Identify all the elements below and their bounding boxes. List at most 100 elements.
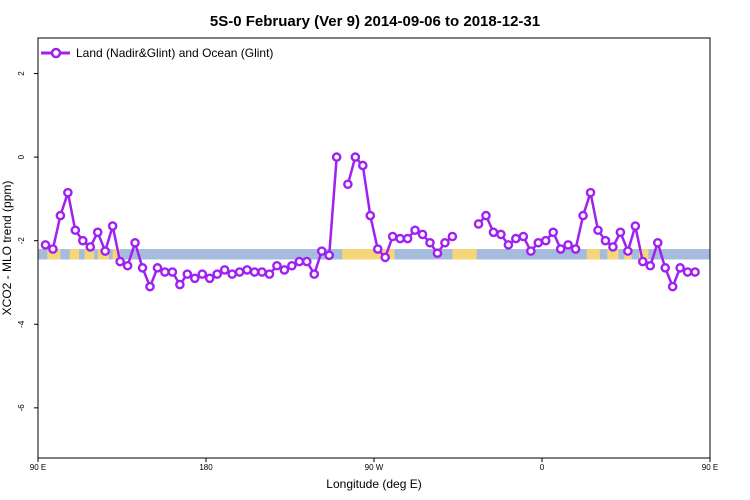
x-tick-label: 90 E	[702, 463, 718, 472]
data-point	[503, 240, 514, 250]
data-point	[152, 263, 163, 273]
x-axis: 90 E 180 90 W 0 90 E	[30, 458, 718, 472]
data-point	[570, 244, 581, 254]
y-axis-label: XCO2 - MLO trend (ppm)	[0, 181, 14, 316]
data-point	[227, 269, 237, 279]
data-point	[175, 279, 185, 290]
data-point	[675, 263, 685, 273]
data-point	[189, 273, 200, 284]
data-point	[481, 210, 491, 221]
data-point	[78, 235, 88, 246]
data-point	[107, 221, 118, 231]
data-point	[331, 152, 342, 162]
data-point	[518, 231, 529, 242]
x-axis-label: Longitude (deg E)	[326, 477, 421, 491]
data-point	[380, 252, 391, 263]
data-point	[630, 221, 641, 231]
data-point	[555, 244, 566, 254]
y-tick-label: 0	[17, 154, 26, 159]
data-point	[395, 233, 405, 244]
y-tick-label: 2	[17, 71, 26, 76]
data-point	[309, 269, 320, 279]
data-point	[417, 229, 428, 240]
data-point	[682, 267, 693, 277]
data-point	[593, 225, 603, 236]
x-tick-label: 90 E	[30, 463, 46, 472]
data-point	[167, 267, 178, 277]
data-point	[92, 227, 103, 238]
y-axis: 2 0 -2 -4 -6	[17, 71, 38, 412]
data-point	[578, 210, 588, 221]
data-point	[473, 219, 484, 229]
data-point	[287, 260, 297, 271]
x-tick-label: 90 W	[365, 463, 384, 472]
legend-marker	[50, 47, 62, 59]
data-point	[638, 256, 648, 267]
data-point	[608, 242, 618, 252]
data-point	[350, 152, 361, 162]
data-point	[324, 250, 335, 261]
data-point	[242, 265, 252, 275]
data-point	[615, 227, 626, 238]
legend: Land (Nadir&Glint) and Ocean (Glint)	[41, 46, 273, 60]
chart-title: 5S-0 February (Ver 9) 2014-09-06 to 2018…	[210, 13, 540, 30]
data-point	[623, 246, 633, 256]
data-point	[48, 244, 58, 254]
data-point	[343, 179, 353, 190]
data-point	[425, 237, 435, 248]
data-point	[55, 210, 66, 221]
land-segment	[639, 249, 649, 260]
data-point	[100, 246, 110, 256]
land-segment	[112, 249, 121, 260]
data-point	[145, 281, 155, 292]
data-point	[279, 265, 290, 275]
data-point	[130, 237, 140, 248]
data-point	[447, 231, 458, 242]
data-point	[488, 227, 499, 238]
data-point	[234, 267, 245, 277]
data-point	[85, 242, 96, 252]
data-point	[667, 281, 678, 292]
data-point	[660, 263, 671, 273]
data-point	[160, 267, 170, 277]
data-point	[257, 267, 267, 277]
data-point	[301, 256, 312, 267]
data-point	[410, 225, 420, 236]
y-tick-label: -2	[17, 237, 26, 245]
data-point	[357, 160, 368, 171]
data-point	[219, 265, 230, 275]
data-point	[272, 260, 282, 271]
data-point	[294, 256, 305, 267]
data-point	[204, 273, 215, 284]
data-point	[533, 237, 544, 248]
data-point	[563, 240, 573, 250]
data-point	[316, 246, 327, 256]
data-point	[585, 187, 596, 198]
data-point	[122, 260, 133, 271]
data-point	[70, 225, 81, 236]
y-tick-label: -4	[17, 320, 26, 328]
land-segment	[84, 249, 94, 260]
data-point	[197, 269, 208, 279]
data-point	[432, 248, 443, 259]
x-tick-label: 180	[199, 463, 213, 472]
data-point	[402, 233, 413, 244]
data-point	[690, 267, 700, 277]
data-point	[40, 240, 51, 250]
data-point	[264, 269, 275, 279]
data-point	[115, 256, 125, 267]
land-segment	[69, 249, 80, 260]
land-segment	[342, 249, 395, 260]
data-point	[249, 267, 260, 277]
data-point	[548, 227, 559, 238]
land-segment	[607, 249, 619, 260]
data-point	[440, 237, 450, 248]
x-tick-label: 0	[540, 463, 545, 472]
y-tick-label: -6	[17, 404, 26, 412]
data-point	[372, 244, 383, 254]
data-point	[652, 237, 663, 248]
data-point	[540, 235, 551, 246]
data-point	[511, 233, 521, 244]
data-point	[526, 246, 536, 256]
